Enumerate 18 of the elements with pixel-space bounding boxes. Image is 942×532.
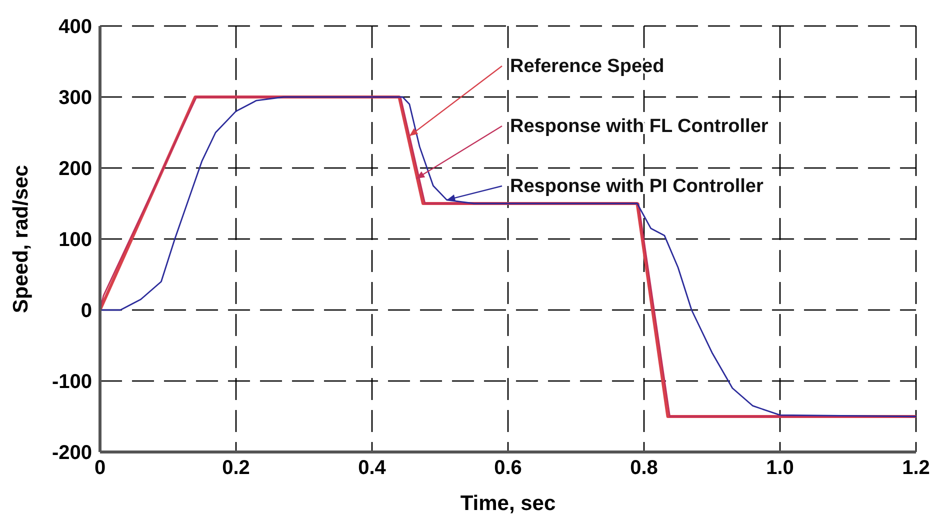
y-tick-label: 200 xyxy=(58,158,92,180)
x-tick-label: 1.2 xyxy=(902,457,930,480)
y-tick-label: 0 xyxy=(80,300,92,322)
annotation: Response with FL Controller xyxy=(510,116,769,137)
annotation: Response with PI Controller xyxy=(510,176,764,197)
x-tick-label: 0.6 xyxy=(494,457,522,480)
x-tick-label: 0.4 xyxy=(358,457,387,480)
x-axis-title: Time, sec xyxy=(460,492,556,515)
y-tick-label: -100 xyxy=(52,371,92,394)
y-tick-label: -200 xyxy=(52,442,92,464)
y-axis-title: Speed, rad/sec xyxy=(9,164,32,314)
x-tick-label: 1.0 xyxy=(766,457,794,480)
x-tick-label: 0.2 xyxy=(222,457,250,480)
y-tick-label: 300 xyxy=(58,87,92,110)
y-tick-label: 400 xyxy=(58,16,92,38)
x-tick-label: 0 xyxy=(94,457,106,480)
x-tick-label: 0.8 xyxy=(630,457,658,480)
y-tick-label: 100 xyxy=(58,229,92,252)
